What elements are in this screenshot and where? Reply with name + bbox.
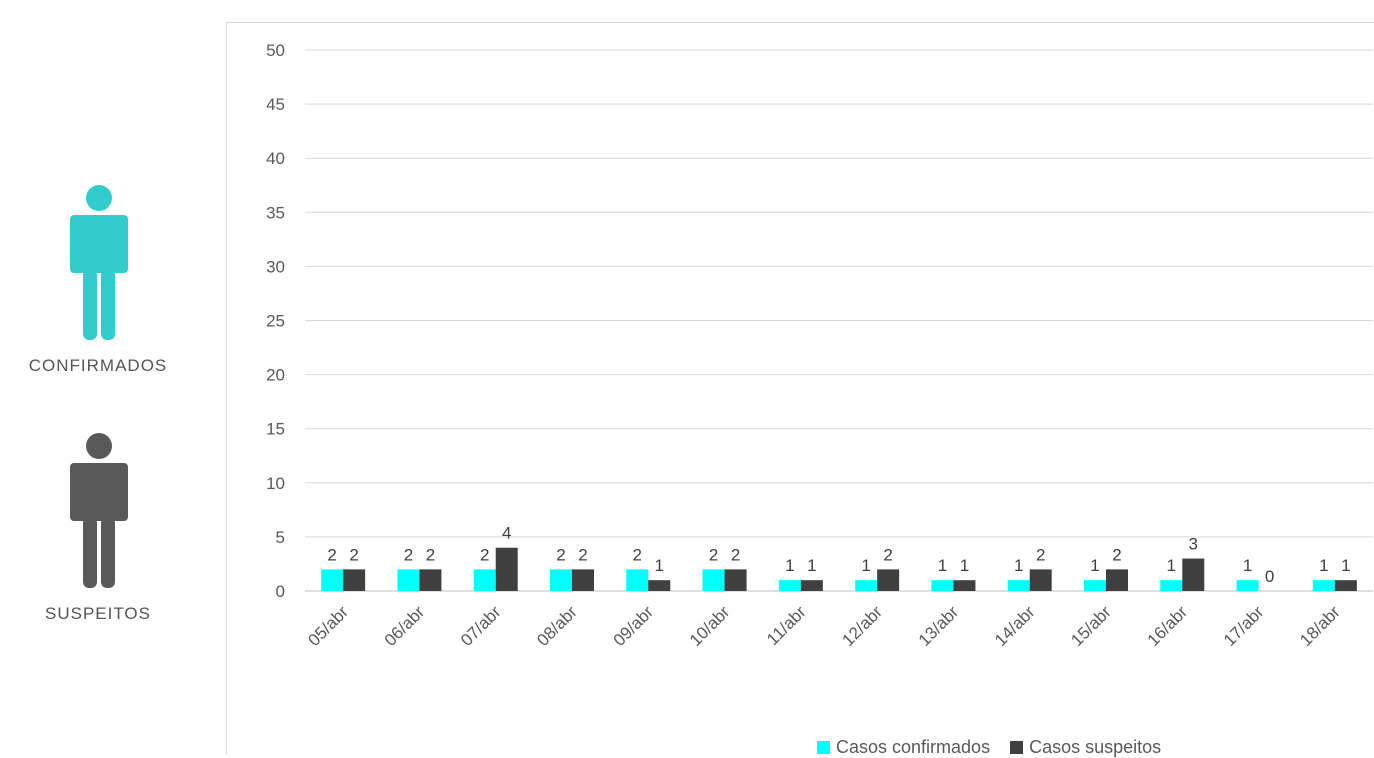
x-tick-label: 11/abr <box>763 602 810 649</box>
bar <box>778 580 801 591</box>
x-tick-label: 05/abr <box>304 602 352 650</box>
chart-area: 0 5 10 15 20 25 30 35 40 45 50 2 2 05/abr 2 2 06/abr 2 4 07… <box>226 22 1374 757</box>
x-tick-label: 17/abr <box>1220 602 1268 650</box>
bar <box>495 547 518 591</box>
bar <box>572 569 594 591</box>
bar <box>877 569 900 591</box>
bar <box>321 569 344 591</box>
bar <box>1182 558 1205 591</box>
data-label: 1 <box>655 556 664 575</box>
y-tick-label: 45 <box>266 95 285 114</box>
bar <box>724 569 747 591</box>
data-label: 2 <box>327 545 336 564</box>
data-label: 1 <box>1014 556 1023 575</box>
data-label: 1 <box>1319 556 1328 575</box>
data-label: 2 <box>731 545 740 564</box>
bar <box>626 569 649 591</box>
data-label: 1 <box>807 556 816 575</box>
data-label: 1 <box>1243 556 1252 575</box>
legend-swatch-suspected <box>1010 741 1024 754</box>
y-tick-label: 30 <box>266 257 285 276</box>
bar <box>473 569 496 591</box>
bar <box>343 569 366 591</box>
legend-label-suspected: Casos suspeitos <box>1029 737 1162 757</box>
data-label: 1 <box>1090 556 1099 575</box>
x-tick-label: 16/abr <box>1144 602 1192 650</box>
x-tick-label: 10/abr <box>686 602 734 650</box>
legend-label-confirmed: Casos confirmados <box>836 737 991 757</box>
data-label: 2 <box>404 545 413 564</box>
data-label: 0 <box>1265 567 1274 586</box>
bar <box>1334 580 1357 591</box>
data-label: 2 <box>349 545 358 564</box>
data-label: 1 <box>1341 556 1350 575</box>
bar <box>648 580 671 591</box>
bar <box>397 569 420 591</box>
bar <box>702 569 725 591</box>
suspected-label: SUSPEITOS <box>45 604 151 623</box>
y-tick-label: 15 <box>266 420 285 439</box>
y-tick-label: 10 <box>266 474 285 493</box>
data-label: 2 <box>480 545 489 564</box>
data-label: 2 <box>578 545 587 564</box>
x-tick-label: 08/abr <box>533 602 581 650</box>
bar <box>550 569 572 591</box>
bar <box>419 569 442 591</box>
data-label: 2 <box>426 545 435 564</box>
x-tick-label: 07/abr <box>457 602 505 650</box>
x-tick-label: 14/abr <box>991 602 1039 650</box>
bar <box>1106 569 1128 591</box>
person-suspected-icon <box>70 433 128 588</box>
bar <box>1007 580 1030 591</box>
legend-item-suspected: Casos suspeitos <box>1010 737 1161 758</box>
person-confirmed-icon <box>70 185 128 340</box>
data-label: 3 <box>1189 535 1198 554</box>
y-tick-label: 0 <box>276 582 285 601</box>
x-tick-label: 18/abr <box>1296 602 1344 650</box>
bar <box>800 580 823 591</box>
x-tick-label: 09/abr <box>610 602 658 650</box>
x-tick-label: 13/abr <box>915 602 963 650</box>
data-label: 2 <box>1036 545 1045 564</box>
data-label: 2 <box>633 545 642 564</box>
legend-swatch-confirmed <box>817 741 830 754</box>
data-label: 2 <box>556 545 565 564</box>
y-tick-label: 40 <box>266 149 285 168</box>
bar <box>1084 580 1106 591</box>
data-label: 1 <box>960 556 969 575</box>
bar <box>1312 580 1335 591</box>
x-tick-label: 15/abr <box>1067 602 1115 650</box>
y-tick-label: 20 <box>266 366 285 385</box>
bar <box>953 580 976 591</box>
data-label: 2 <box>709 545 718 564</box>
y-tick-label: 25 <box>266 312 285 331</box>
left-panel: CONFIRMADOS SUSPEITOS <box>0 0 226 754</box>
y-tick-label: 5 <box>276 528 285 547</box>
legend: Casos confirmados Casos suspeitos <box>817 737 1161 758</box>
x-tick-label: 12/abr <box>838 602 886 650</box>
data-label: 1 <box>785 556 794 575</box>
x-tick-label: 06/abr <box>381 602 429 650</box>
bar <box>1029 569 1052 591</box>
bar <box>1236 580 1259 591</box>
data-label: 2 <box>1112 545 1121 564</box>
data-label: 1 <box>861 556 870 575</box>
data-label: 4 <box>502 524 511 543</box>
bar <box>1160 580 1183 591</box>
y-tick-label: 35 <box>266 203 285 222</box>
data-label: 2 <box>883 545 892 564</box>
bar <box>855 580 878 591</box>
data-label: 1 <box>938 556 947 575</box>
legend-item-confirmed: Casos confirmados <box>817 737 990 758</box>
data-label: 1 <box>1167 556 1176 575</box>
bar <box>931 580 954 591</box>
confirmed-label: CONFIRMADOS <box>28 356 168 375</box>
y-tick-label: 50 <box>266 41 285 60</box>
